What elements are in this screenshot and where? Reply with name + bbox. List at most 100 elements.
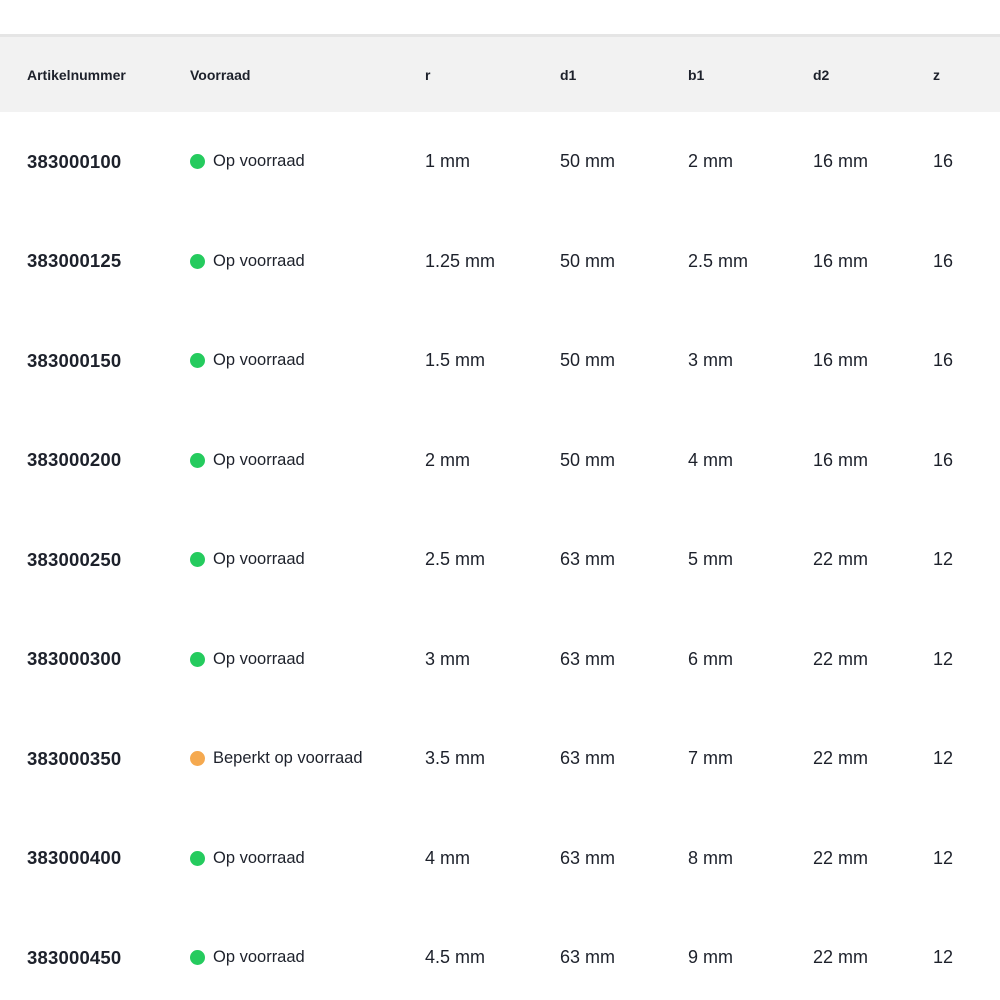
status-dot-green-icon	[190, 552, 205, 568]
stock-cell: Beperkt op voorraad	[190, 749, 425, 768]
column-header-artikelnummer: Artikelnummer	[27, 66, 126, 83]
b1-cell: 3 mm	[688, 350, 733, 371]
artikelnummer-cell: 383000450	[27, 946, 122, 968]
r-cell: 2 mm	[425, 449, 470, 470]
top-spacer	[0, 0, 1000, 34]
r-cell: 1.5 mm	[425, 350, 486, 371]
z-cell: 16	[933, 151, 954, 172]
artikelnummer-cell: 383000400	[27, 847, 122, 869]
z-cell: 12	[933, 648, 954, 669]
z-cell: 12	[933, 847, 954, 868]
status-dot-green-icon	[190, 950, 205, 966]
d2-cell: 16 mm	[813, 350, 869, 371]
stock-label: Op voorraad	[213, 450, 305, 469]
d2-cell: 22 mm	[813, 648, 869, 669]
column-header-voorraad: Voorraad	[190, 66, 251, 83]
status-dot-orange-icon	[190, 751, 205, 767]
table-row[interactable]: 383000350 Beperkt op voorraad 3.5 mm 63 mm 7…	[0, 709, 1000, 809]
artikelnummer-cell: 383000125	[27, 250, 122, 272]
d1-cell: 50 mm	[560, 449, 616, 470]
z-cell: 12	[933, 748, 954, 769]
table-row[interactable]: 383000400 Op voorraad 4 mm 63 mm 8 mm 22 mm 12	[0, 808, 1000, 908]
d2-cell: 22 mm	[813, 847, 869, 868]
r-cell: 2.5 mm	[425, 549, 486, 570]
column-header-d1: d1	[560, 66, 577, 83]
d2-cell: 16 mm	[813, 449, 869, 470]
artikelnummer-cell: 383000100	[27, 150, 122, 172]
r-cell: 3.5 mm	[425, 748, 486, 769]
table-body: 383000100 Op voorraad 1 mm 50 mm 2 mm 16 mm 16…	[0, 112, 1000, 1000]
status-dot-green-icon	[190, 651, 205, 667]
stock-cell: Op voorraad	[190, 451, 425, 470]
table-row[interactable]: 383000300 Op voorraad 3 mm 63 mm 6 mm 22 mm 12	[0, 609, 1000, 709]
z-cell: 16	[933, 449, 954, 470]
d1-cell: 50 mm	[560, 151, 616, 172]
status-dot-green-icon	[190, 353, 205, 369]
table-row[interactable]: 383000150 Op voorraad 1.5 mm 50 mm 3 mm 16 mm…	[0, 311, 1000, 411]
artikelnummer-cell: 383000150	[27, 349, 122, 371]
artikelnummer-cell: 383000350	[27, 747, 122, 769]
b1-cell: 6 mm	[688, 648, 733, 669]
d2-cell: 16 mm	[813, 151, 869, 172]
b1-cell: 8 mm	[688, 847, 733, 868]
stock-cell: Op voorraad	[190, 351, 425, 370]
stock-cell: Op voorraad	[190, 252, 425, 271]
stock-label: Op voorraad	[213, 649, 305, 668]
d1-cell: 63 mm	[560, 947, 616, 968]
stock-cell: Op voorraad	[190, 948, 425, 967]
table-row[interactable]: 383000200 Op voorraad 2 mm 50 mm 4 mm 16 mm 16	[0, 410, 1000, 510]
artikelnummer-cell: 383000250	[27, 548, 122, 570]
stock-label: Op voorraad	[213, 152, 305, 171]
b1-cell: 4 mm	[688, 449, 733, 470]
r-cell: 4.5 mm	[425, 947, 486, 968]
r-cell: 1 mm	[425, 151, 470, 172]
d2-cell: 16 mm	[813, 250, 869, 271]
b1-cell: 5 mm	[688, 549, 733, 570]
column-header-b1: b1	[688, 66, 705, 83]
d1-cell: 63 mm	[560, 549, 616, 570]
artikelnummer-cell: 383000300	[27, 648, 122, 670]
z-cell: 12	[933, 947, 954, 968]
table-row[interactable]: 383000450 Op voorraad 4.5 mm 63 mm 9 mm 22 mm…	[0, 908, 1000, 1000]
d2-cell: 22 mm	[813, 748, 869, 769]
d1-cell: 63 mm	[560, 748, 616, 769]
table-row[interactable]: 383000250 Op voorraad 2.5 mm 63 mm 5 mm 22 mm…	[0, 510, 1000, 610]
stock-label: Op voorraad	[213, 550, 305, 569]
status-dot-green-icon	[190, 154, 205, 170]
table-row[interactable]: 383000125 Op voorraad 1.25 mm 50 mm 2.5 mm 16…	[0, 211, 1000, 311]
b1-cell: 9 mm	[688, 947, 733, 968]
status-dot-green-icon	[190, 850, 205, 866]
b1-cell: 2.5 mm	[688, 250, 749, 271]
column-header-z: z	[933, 66, 940, 83]
z-cell: 12	[933, 549, 954, 570]
status-dot-green-icon	[190, 452, 205, 468]
d2-cell: 22 mm	[813, 947, 869, 968]
r-cell: 4 mm	[425, 847, 470, 868]
r-cell: 1.25 mm	[425, 250, 496, 271]
table-row[interactable]: 383000100 Op voorraad 1 mm 50 mm 2 mm 16 mm 16	[0, 112, 1000, 212]
b1-cell: 7 mm	[688, 748, 733, 769]
d1-cell: 63 mm	[560, 847, 616, 868]
stock-label: Op voorraad	[213, 948, 305, 967]
stock-cell: Op voorraad	[190, 650, 425, 669]
d1-cell: 63 mm	[560, 648, 616, 669]
z-cell: 16	[933, 350, 954, 371]
stock-cell: Op voorraad	[190, 550, 425, 569]
stock-label: Beperkt op voorraad	[213, 749, 363, 768]
b1-cell: 2 mm	[688, 151, 733, 172]
stock-cell: Op voorraad	[190, 849, 425, 868]
stock-label: Op voorraad	[213, 848, 305, 867]
column-header-r: r	[425, 66, 431, 83]
stock-label: Op voorraad	[213, 251, 305, 270]
z-cell: 16	[933, 250, 954, 271]
d2-cell: 22 mm	[813, 549, 869, 570]
stock-cell: Op voorraad	[190, 152, 425, 171]
column-header-d2: d2	[813, 66, 830, 83]
artikelnummer-cell: 383000200	[27, 449, 122, 471]
d1-cell: 50 mm	[560, 350, 616, 371]
stock-label: Op voorraad	[213, 351, 305, 370]
r-cell: 3 mm	[425, 648, 470, 669]
d1-cell: 50 mm	[560, 250, 616, 271]
status-dot-green-icon	[190, 253, 205, 269]
